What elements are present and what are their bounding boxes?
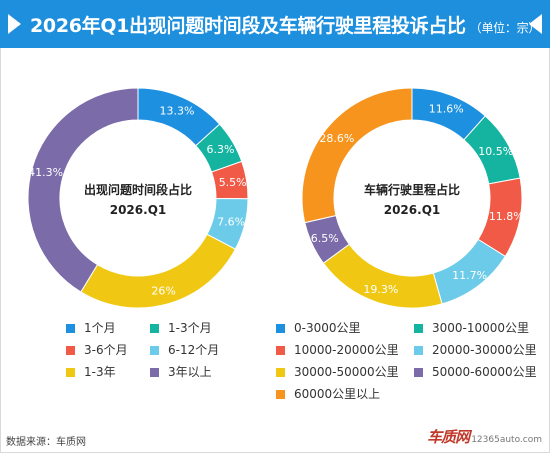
title-bar: 2026年Q1出现问题时间段及车辆行驶里程投诉占比 （单位：宗）	[0, 0, 550, 48]
legend-item-1-0: 0-3000公里	[276, 320, 361, 336]
legend-label: 3-6个月	[84, 343, 128, 357]
legend-label: 10000-20000公里	[294, 343, 399, 357]
legend-label: 1个月	[84, 321, 116, 335]
data-label-0-2: 5.5%	[219, 176, 247, 189]
data-label-1-0: 11.6%	[429, 102, 464, 115]
legend-item-0-2: 3-6个月	[66, 342, 128, 358]
data-label-0-0: 13.3%	[159, 104, 194, 117]
legend-label: 6-12个月	[168, 343, 220, 357]
legend-label: 1-3个月	[168, 321, 212, 335]
legend-label: 3000-10000公里	[432, 321, 530, 335]
chart-title-text: 2026年Q1出现问题时间段及车辆行驶里程投诉占比	[30, 15, 466, 37]
logo-text: 车质网	[427, 428, 470, 446]
chart-unit: （单位：宗）	[469, 21, 541, 35]
legend-swatch	[414, 346, 423, 355]
title-left-arrow-icon	[8, 14, 21, 34]
data-label-1-2: 11.8%	[489, 210, 524, 223]
legend-label: 0-3000公里	[294, 321, 361, 335]
data-label-1-4: 19.3%	[363, 283, 398, 296]
legend-swatch	[150, 324, 159, 333]
legend-label: 50000-60000公里	[432, 365, 537, 379]
data-label-0-5: 41.3%	[28, 166, 63, 179]
legend-swatch	[150, 346, 159, 355]
legend-swatch	[66, 368, 75, 377]
data-label-1-6: 28.6%	[319, 132, 354, 145]
legend-item-1-1: 3000-10000公里	[414, 320, 529, 336]
legend-item-0-5: 3年以上	[150, 364, 212, 380]
legend-swatch	[276, 324, 285, 333]
legend-label: 3年以上	[168, 365, 212, 379]
legend-item-1-2: 10000-20000公里	[276, 342, 399, 358]
legend-item-0-1: 1-3个月	[150, 320, 212, 336]
data-label-1-5: 6.5%	[311, 232, 339, 245]
center-text-1-1: 2026.Q1	[384, 203, 441, 217]
center-text-0-1: 2026.Q1	[110, 203, 167, 217]
legend-item-1-3: 20000-30000公里	[414, 342, 537, 358]
chart-title: 2026年Q1出现问题时间段及车辆行驶里程投诉占比 （单位：宗）	[30, 11, 540, 38]
data-label-0-1: 6.3%	[207, 143, 235, 156]
legend-swatch	[276, 368, 285, 377]
data-label-1-1: 10.5%	[478, 145, 513, 158]
logo-domain: 12365auto.com	[471, 435, 542, 445]
site-logo: 车质网 12365auto.com	[427, 426, 542, 447]
data-label-0-3: 7.6%	[217, 215, 245, 228]
legend-swatch	[66, 324, 75, 333]
data-label-0-4: 26%	[151, 285, 175, 298]
legend-swatch	[276, 390, 285, 399]
legend-item-1-5: 50000-60000公里	[414, 364, 537, 380]
legend-label: 30000-50000公里	[294, 365, 399, 379]
legend-label: 60000公里以上	[294, 387, 381, 401]
donut-chart-time-period: 13.3% 6.3% 5.5% 7.6% 26% 41.3% 出现问题时间段占比 2026.Q…	[27, 87, 249, 309]
title-right-arrow-icon	[529, 14, 542, 34]
center-text-0-0: 出现问题时间段占比	[84, 182, 192, 197]
legend-swatch	[66, 346, 75, 355]
data-label-1-3: 11.7%	[452, 269, 487, 282]
legend-label: 20000-30000公里	[432, 343, 537, 357]
donut-segment-1-6	[301, 87, 413, 224]
donut-segment-0-5	[27, 87, 139, 293]
legend-item-0-0: 1个月	[66, 320, 116, 336]
legend-item-1-4: 30000-50000公里	[276, 364, 399, 380]
legend-item-0-3: 6-12个月	[150, 342, 219, 358]
data-source: 数据来源：车质网	[6, 437, 86, 448]
legend-swatch	[414, 368, 423, 377]
legend-swatch	[276, 346, 285, 355]
legend-item-0-4: 1-3年	[66, 364, 116, 380]
legend-item-1-6: 60000公里以上	[276, 386, 380, 402]
legend-label: 1-3年	[84, 365, 116, 379]
legend-swatch	[150, 368, 159, 377]
center-text-1-0: 车辆行驶里程占比	[364, 182, 460, 197]
donut-chart-mileage: 11.6% 10.5% 11.8% 11.7% 19.3% 6.5% 28.6% 车辆行驶里程…	[301, 87, 524, 309]
legend-swatch	[414, 324, 423, 333]
